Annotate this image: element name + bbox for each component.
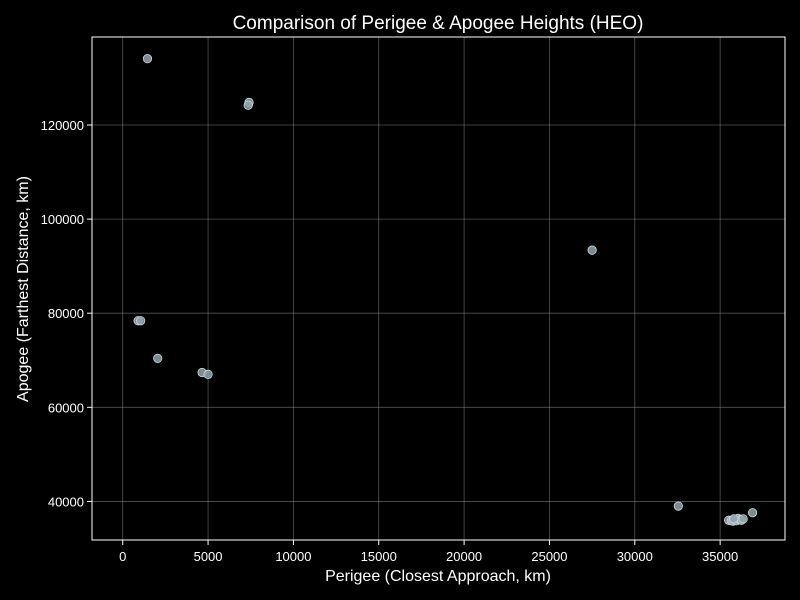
y-tick-label: 60000 xyxy=(48,400,84,415)
axis-ticks: 0 5000 10000 15000 20000 25000 30000 35000 40000… xyxy=(41,118,739,564)
data-point xyxy=(587,245,597,255)
data-point xyxy=(203,369,213,379)
x-tick-label: 30000 xyxy=(617,549,653,564)
x-tick-label: 10000 xyxy=(275,549,311,564)
y-tick-label: 120000 xyxy=(41,118,84,133)
data-point xyxy=(738,514,748,524)
y-tick-label: 80000 xyxy=(48,306,84,321)
data-point xyxy=(747,508,758,518)
data-point xyxy=(136,316,146,326)
grid xyxy=(92,37,785,540)
data-point xyxy=(142,54,153,64)
chart-title: Comparison of Perigee & Apogee Heights (… xyxy=(233,13,644,34)
x-axis-label: Perigee (Closest Approach, km) xyxy=(325,568,551,585)
data-points xyxy=(133,54,758,526)
x-tick-label: 5000 xyxy=(194,549,223,564)
y-axis-label: Apogee (Farthest Distance, km) xyxy=(15,176,32,402)
plot-frame xyxy=(91,36,786,541)
x-tick-label: 0 xyxy=(119,549,126,564)
data-point xyxy=(673,501,683,511)
y-tick-label: 100000 xyxy=(41,212,84,227)
x-tick-label: 15000 xyxy=(361,549,397,564)
y-tick-label: 40000 xyxy=(48,494,84,509)
x-tick-label: 25000 xyxy=(531,549,567,564)
x-tick-label: 20000 xyxy=(446,549,482,564)
x-tick-label: 35000 xyxy=(702,549,738,564)
data-point xyxy=(243,100,253,110)
data-point xyxy=(729,514,739,524)
data-point xyxy=(153,353,163,363)
